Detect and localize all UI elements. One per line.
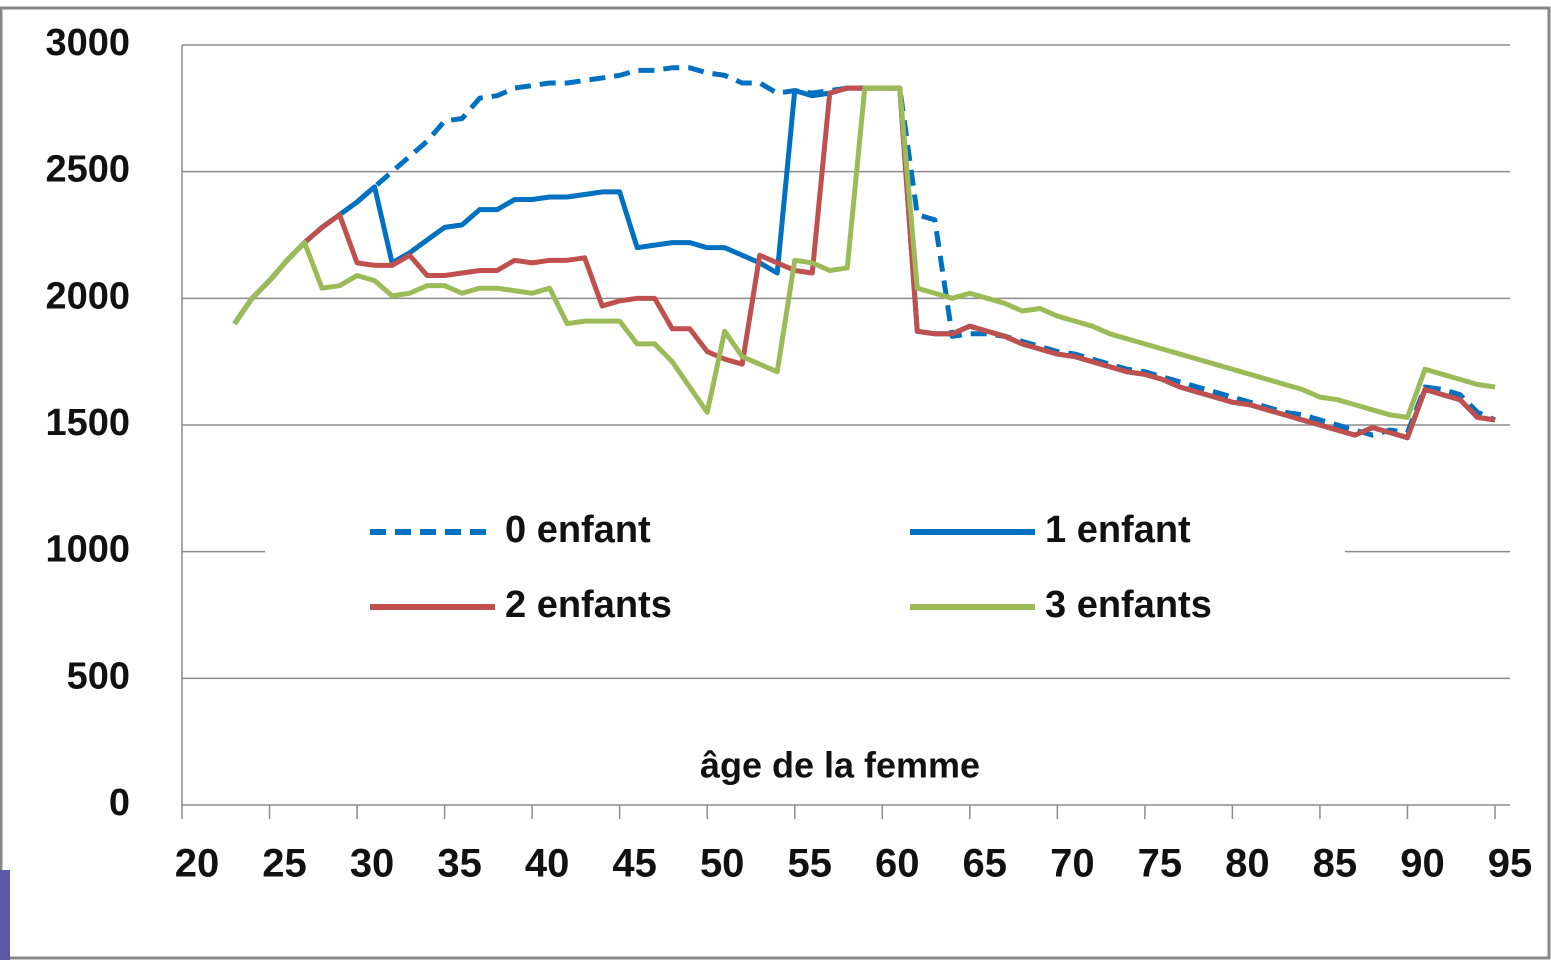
- x-tick-label: 75: [1138, 842, 1183, 886]
- x-tick-label: 45: [612, 842, 657, 886]
- x-tick-label: 55: [787, 842, 832, 886]
- legend-label: 0 enfant: [505, 509, 651, 551]
- series-line: [232, 85, 1496, 420]
- y-tick-label: 2000: [45, 275, 130, 317]
- x-tick-label: 65: [963, 842, 1008, 886]
- series-line: [232, 65, 1496, 438]
- y-tick-label: 1000: [45, 529, 130, 571]
- x-axis-label: âge de la femme: [700, 745, 980, 786]
- x-tick-label: 50: [700, 842, 745, 886]
- x-tick-label: 20: [175, 842, 220, 886]
- x-tick-label: 25: [262, 842, 307, 886]
- y-tick-label: 1500: [45, 402, 130, 444]
- series-line: [232, 85, 1496, 441]
- x-tick-label: 35: [437, 842, 482, 886]
- x-tick-label: 90: [1400, 842, 1445, 886]
- legend-label: 3 enfants: [1045, 584, 1212, 626]
- legend-label: 1 enfant: [1045, 509, 1191, 551]
- y-tick-label: 2500: [45, 149, 130, 191]
- x-tick-label: 80: [1225, 842, 1270, 886]
- x-tick-label: 30: [350, 842, 395, 886]
- y-tick-label: 0: [109, 782, 130, 824]
- x-tick-label: 85: [1313, 842, 1358, 886]
- y-tick-label: 3000: [45, 22, 130, 64]
- x-tick-label: 70: [1050, 842, 1095, 886]
- y-tick-label: 500: [67, 655, 130, 697]
- x-tick-label: 95: [1488, 842, 1533, 886]
- corner-decoration: [0, 870, 10, 960]
- x-tick-label: 40: [525, 842, 570, 886]
- x-tick-label: 60: [875, 842, 920, 886]
- legend-label: 2 enfants: [505, 584, 672, 626]
- series-line: [232, 85, 1496, 441]
- frame: [0, 6, 1551, 960]
- legend-background: [265, 490, 1345, 650]
